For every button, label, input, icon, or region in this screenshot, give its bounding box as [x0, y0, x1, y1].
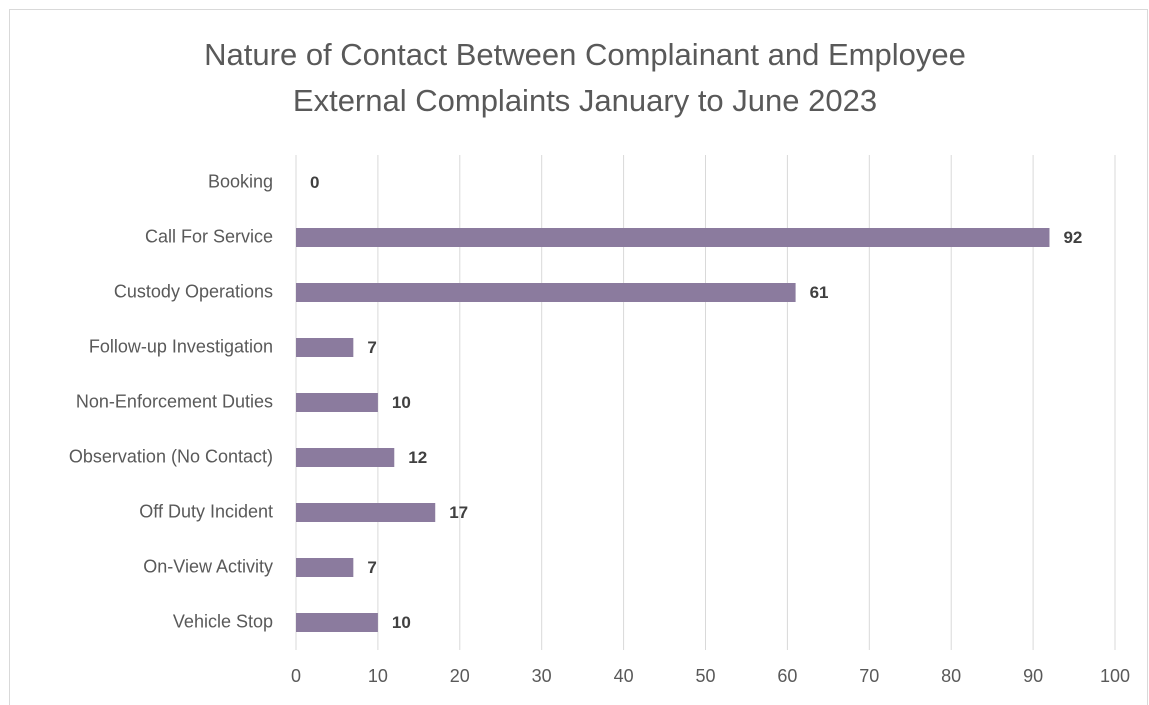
- bar: [296, 338, 354, 357]
- y-tick-label: Vehicle Stop: [173, 611, 273, 631]
- data-label: 7: [367, 338, 376, 357]
- chart-title: Nature of Contact Between Complainant an…: [204, 37, 966, 72]
- data-label: 61: [810, 283, 829, 302]
- x-tick-label: 0: [291, 666, 301, 686]
- bar: [296, 503, 436, 522]
- data-label: 10: [392, 393, 411, 412]
- bar: [296, 613, 378, 632]
- y-tick-label: Follow-up Investigation: [89, 336, 273, 356]
- y-tick-label: Non-Enforcement Duties: [76, 391, 273, 411]
- x-tick-label: 80: [941, 666, 961, 686]
- chart-subtitle: External Complaints January to June 2023: [293, 83, 877, 118]
- y-tick-label: On-View Activity: [143, 556, 273, 576]
- y-tick-label: Observation (No Contact): [69, 446, 273, 466]
- x-tick-label: 50: [695, 666, 715, 686]
- bar: [296, 558, 354, 577]
- data-label: 10: [392, 613, 411, 632]
- x-tick-label: 10: [368, 666, 388, 686]
- y-tick-label: Custody Operations: [114, 281, 273, 301]
- data-label: 92: [1063, 228, 1082, 247]
- bar: [296, 448, 395, 467]
- x-tick-label: 20: [450, 666, 470, 686]
- x-tick-label: 60: [777, 666, 797, 686]
- x-tick-label: 30: [532, 666, 552, 686]
- x-tick-label: 100: [1100, 666, 1130, 686]
- bar: [296, 283, 796, 302]
- x-tick-label: 90: [1023, 666, 1043, 686]
- data-label: 17: [449, 503, 468, 522]
- y-tick-label: Off Duty Incident: [139, 501, 273, 521]
- x-tick-label: 40: [614, 666, 634, 686]
- y-tick-label: Call For Service: [145, 226, 273, 246]
- data-label: 7: [367, 558, 376, 577]
- x-tick-label: 70: [859, 666, 879, 686]
- bar: [296, 228, 1050, 247]
- bar: [296, 393, 378, 412]
- chart-frame: [9, 9, 1148, 705]
- data-label: 12: [408, 448, 427, 467]
- y-tick-label: Booking: [208, 171, 273, 191]
- data-label: 0: [310, 173, 319, 192]
